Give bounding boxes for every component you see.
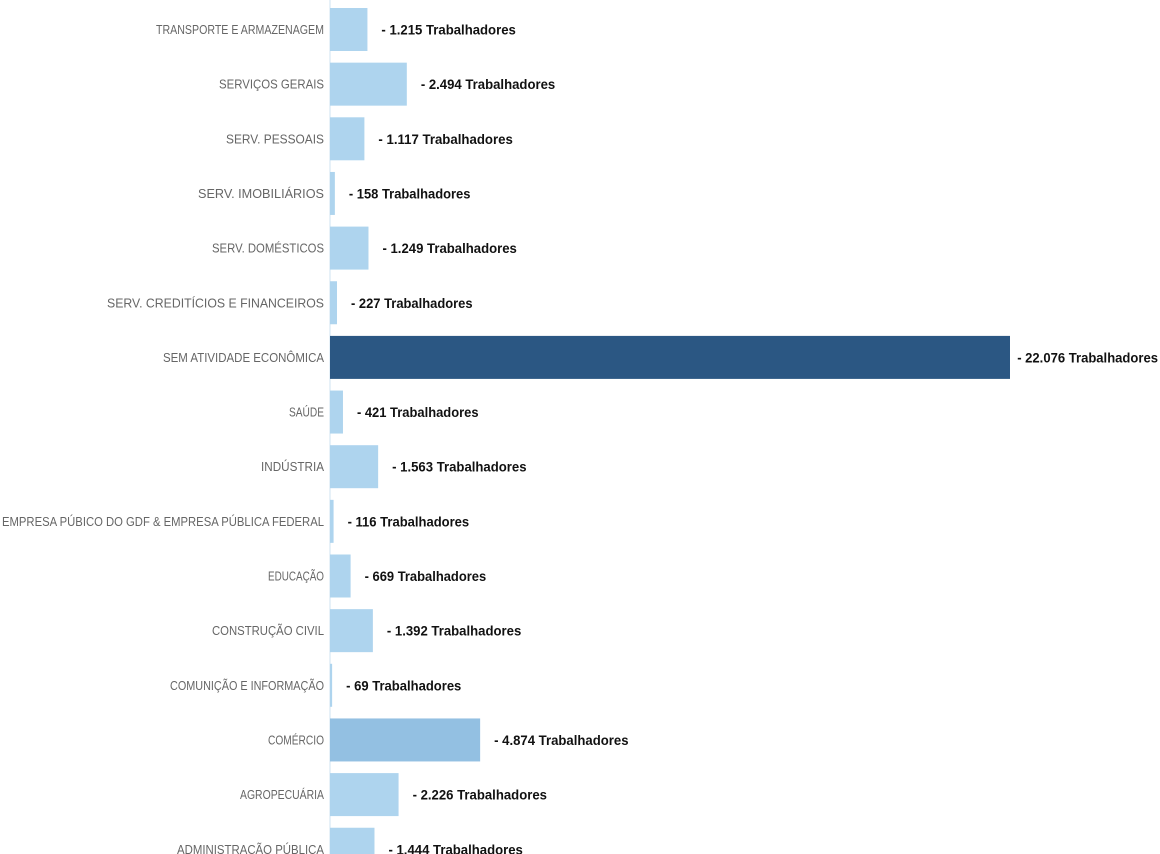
bar[interactable] <box>330 281 337 325</box>
value-label: - 1.444 Trabalhadores <box>388 842 522 854</box>
value-label: - 2.226 Trabalhadores <box>413 788 547 803</box>
category-label: EDUCAÇÃO <box>268 569 324 584</box>
bar[interactable] <box>330 445 379 489</box>
value-label: - 227 Trabalhadores <box>351 296 473 311</box>
category-label: AGROPECUÁRIA <box>240 787 324 802</box>
bar[interactable] <box>330 390 343 434</box>
bar[interactable] <box>330 499 334 543</box>
value-label: - 1.117 Trabalhadores <box>378 132 512 147</box>
bar[interactable] <box>330 554 351 598</box>
value-label: - 22.076 Trabalhadores <box>1017 350 1158 365</box>
category-label: COMÉRCIO <box>268 732 324 747</box>
category-label: SAÚDE <box>289 405 324 420</box>
value-label: - 669 Trabalhadores <box>365 569 487 584</box>
value-label: - 1.215 Trabalhadores <box>381 23 515 38</box>
value-label: - 158 Trabalhadores <box>349 186 471 201</box>
category-label: TRANSPORTE E ARMAZENAGEM <box>156 22 324 37</box>
value-label: - 421 Trabalhadores <box>357 405 479 420</box>
bar[interactable] <box>330 609 373 653</box>
bar[interactable] <box>330 773 399 817</box>
value-label: - 4.874 Trabalhadores <box>494 733 628 748</box>
value-label: - 2.494 Trabalhadores <box>421 77 555 92</box>
bar[interactable] <box>330 226 369 270</box>
category-label: SERV. DOMÉSTICOS <box>212 241 324 256</box>
value-label: - 116 Trabalhadores <box>348 514 470 529</box>
bar[interactable] <box>330 718 481 762</box>
category-label: ADMINISTRAÇÃO PÚBLICA <box>177 842 324 854</box>
bar[interactable] <box>330 827 375 854</box>
value-label: - 69 Trabalhadores <box>346 678 461 693</box>
value-label: - 1.563 Trabalhadores <box>392 460 526 475</box>
category-label: SERV. CREDITÍCIOS E FINANCEIROS <box>107 295 324 310</box>
category-label: CONSTRUÇÃO CIVIL <box>212 623 324 638</box>
category-label: SERV. PESSOAIS <box>226 131 324 146</box>
category-label: INDÚSTRIA <box>261 459 324 474</box>
bar[interactable] <box>330 663 333 707</box>
value-label: - 1.392 Trabalhadores <box>387 624 521 639</box>
category-label: SERV. IMOBILIÁRIOS <box>198 186 324 201</box>
category-label: SERVIÇOS GERAIS <box>219 77 324 92</box>
category-label: COMUNIÇÃO E INFORMAÇÃO <box>170 678 324 693</box>
bar[interactable] <box>330 335 1010 379</box>
bar[interactable] <box>330 117 365 161</box>
category-label: SEM ATIVIDADE ECONÔMICA <box>163 350 324 365</box>
category-label: EMPRESA PÚBICO DO GDF & EMPRESA PÚBLICA … <box>2 514 324 529</box>
bar[interactable] <box>330 8 368 51</box>
value-label: - 1.249 Trabalhadores <box>382 241 516 256</box>
bar[interactable] <box>330 62 407 106</box>
bar[interactable] <box>330 171 335 215</box>
